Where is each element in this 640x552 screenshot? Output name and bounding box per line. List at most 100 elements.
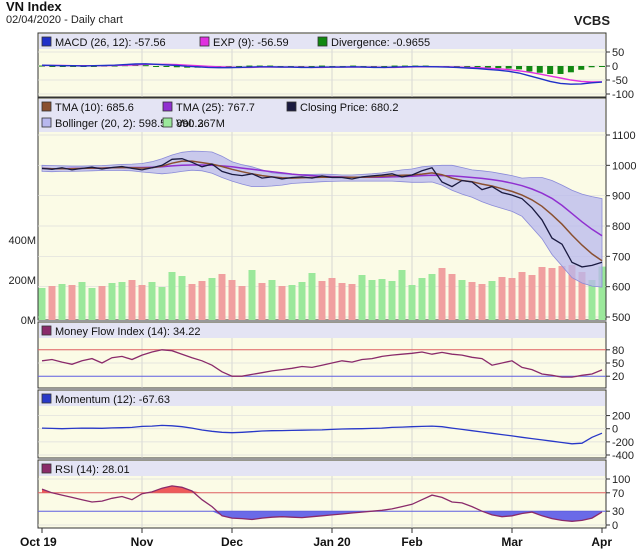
divergence-bar [350,65,357,67]
divergence-bar [246,65,253,67]
ytick-label: 30 [612,506,624,518]
divergence-bar [567,66,574,73]
legend-bar-price [39,99,605,132]
mfi-line [41,349,603,378]
volume-bar [438,268,446,320]
volume-bar [378,279,386,320]
volume-bar [478,284,486,320]
volume-bar [298,282,306,320]
volume-bar [428,274,436,320]
legend-label-divergence: Divergence: -0.9655 [331,37,430,49]
legend-swatch-tma25 [162,101,173,112]
volume-bar [198,281,206,320]
divergence-bar [495,66,502,69]
volume-bar [518,272,526,320]
volume-bar [568,265,576,320]
divergence-bar [142,65,149,67]
legend-swatch-close [286,101,297,112]
xtick-label: Mar [501,535,523,549]
divergence-bar [484,66,491,68]
divergence-bar [90,66,97,67]
legend-swatch-rsi [41,463,52,474]
momentum-line [41,424,603,445]
tma10-line [41,160,603,262]
volume-bar [228,280,236,320]
divergence-bar [401,65,408,67]
legend-bar-momentum [39,391,605,406]
volume-bar [188,284,196,320]
volume-bar [218,274,226,320]
ytick-label: 600 [612,282,630,294]
divergence-bar [526,66,533,72]
divergence-bar [319,65,325,67]
volume-bar [318,281,326,320]
volume-bar [108,283,116,320]
volume-bar [128,280,136,320]
rsi-oversold-fill [42,511,602,522]
volume-bar [508,278,516,320]
volume-bar [588,280,596,320]
legend-swatch-bollinger [41,117,52,128]
brand-logo-text: VCBS [573,13,610,28]
legend-swatch-divergence [317,36,328,47]
close-price-line [41,158,603,268]
divergence-bar [256,65,263,67]
legend-swatch-macd [41,36,52,47]
ytick-label: -50 [612,75,628,87]
divergence-bar [474,66,481,68]
ytick-label: 50 [612,358,624,370]
ytick-label: 700 [612,251,630,263]
divergence-bar [578,66,585,70]
bollinger-band [41,150,603,288]
legend-label-vol: Vol: 267M [176,118,225,130]
ytick-label: 1000 [612,160,636,172]
ytick-label: -200 [612,437,634,449]
ytick-label: 500 [612,312,630,324]
volume-bar [598,266,606,320]
volume-bar [258,283,266,320]
xtick-label: Oct 19 [20,535,57,549]
legend-swatch-mfi [41,325,52,336]
legend-label-tma25: TMA (25): 767.7 [176,102,255,114]
volume-bar [68,285,76,320]
divergence-bar [59,66,66,67]
divergence-bar [70,66,77,67]
volume-bar [88,288,96,320]
divergence-bar [163,66,170,67]
macd-line [41,63,603,85]
ytick-label: 800 [612,221,630,233]
ytick-label: 0 [612,61,618,73]
volume-bar [208,278,216,320]
volume-bar [488,281,496,320]
ytick-label: 20 [612,371,624,383]
divergence-bar [391,65,398,67]
ytick-label: -100 [612,89,634,101]
volume-bar [408,285,416,320]
volume-bar [578,272,586,320]
volume-bar [308,273,316,320]
volume-bar [288,285,296,320]
divergence-bar [173,66,180,68]
divergence-bar [381,66,388,67]
volume-bar [338,283,346,320]
volume-bar [38,288,46,320]
volume-bar [148,282,156,320]
volume-bar [328,278,336,320]
volume-bar [528,275,536,320]
ytick-label: 1100 [612,130,636,142]
volume-bar [118,282,126,320]
volume-bar [168,272,176,320]
legend-label-mfi: Money Flow Index (14): 34.22 [55,326,201,338]
divergence-bar [599,66,605,67]
volume-bar [368,280,376,320]
divergence-bar [267,65,274,67]
xtick-label: Dec [221,535,243,549]
ytick-label: 0 [612,424,618,436]
legend-swatch-exp [199,36,210,47]
xtick-label: Apr [591,535,612,549]
chart-title: VN Index [6,0,62,14]
divergence-bar [153,66,160,67]
volume-bar [138,285,146,320]
ytick-label: 0 [612,520,618,532]
